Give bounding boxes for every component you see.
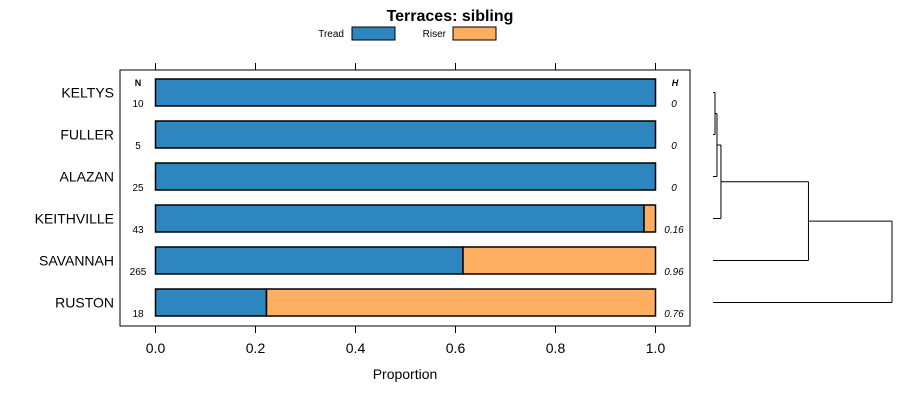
axes: 0.0 0.2 0.4 0.6 0.8 1.0 — [146, 63, 666, 356]
legend-swatch-riser — [452, 26, 497, 41]
x-tick-label: 0.6 — [446, 340, 466, 356]
bar-ruston-tread — [154, 288, 268, 317]
legend-swatch-tread — [351, 26, 396, 41]
plot-frame — [119, 69, 691, 327]
x-tick-label: 0.2 — [246, 340, 266, 356]
category-label: RUSTON — [55, 295, 114, 311]
n-column-header: N — [135, 78, 142, 88]
category-label: ALAZAN — [60, 169, 114, 185]
category-label: SAVANNAH — [39, 253, 114, 269]
legend-label-riser: Riser — [423, 29, 447, 40]
x-tick-label: 0.4 — [346, 340, 366, 356]
x-tick-label: 0.0 — [146, 340, 166, 356]
h-value: 0 — [671, 99, 677, 110]
n-value: 25 — [132, 183, 144, 194]
n-value: 18 — [132, 309, 144, 320]
bar-fuller-tread — [154, 120, 657, 149]
chart-title: Terraces: sibling — [387, 8, 514, 25]
dendrogram — [713, 92, 893, 303]
h-column-header: H — [672, 78, 679, 88]
category-label: FULLER — [60, 127, 114, 143]
h-value: 0.16 — [664, 225, 684, 236]
n-value: 5 — [135, 141, 141, 152]
bar-savannah-tread — [154, 246, 464, 275]
bar-keithville-riser — [643, 204, 657, 233]
n-value: 43 — [132, 225, 144, 236]
n-value: 10 — [132, 99, 144, 110]
bars — [154, 78, 657, 317]
x-axis-label: Proportion — [373, 366, 438, 382]
bar-keithville-tread — [154, 204, 645, 233]
h-value: 0 — [671, 141, 677, 152]
category-label: KEITHVILLE — [35, 211, 114, 227]
bar-alazan-tread — [154, 162, 657, 191]
legend-label-tread: Tread — [318, 29, 344, 40]
legend: Tread Riser — [318, 26, 497, 41]
h-value: 0.96 — [664, 267, 684, 278]
x-tick-label: 1.0 — [646, 340, 666, 356]
n-value: 265 — [130, 267, 147, 278]
bar-savannah-riser — [462, 246, 657, 275]
row-annotations: KELTYS 10 0 FULLER 5 0 ALAZAN 25 0 KEITHVILLE 43 0.… — [35, 85, 685, 321]
category-label: KELTYS — [61, 85, 114, 101]
x-tick-label: 0.8 — [546, 340, 566, 356]
h-value: 0.76 — [664, 309, 684, 320]
h-value: 0 — [671, 183, 677, 194]
bar-keltys-tread — [154, 78, 657, 107]
bar-ruston-riser — [265, 288, 657, 317]
